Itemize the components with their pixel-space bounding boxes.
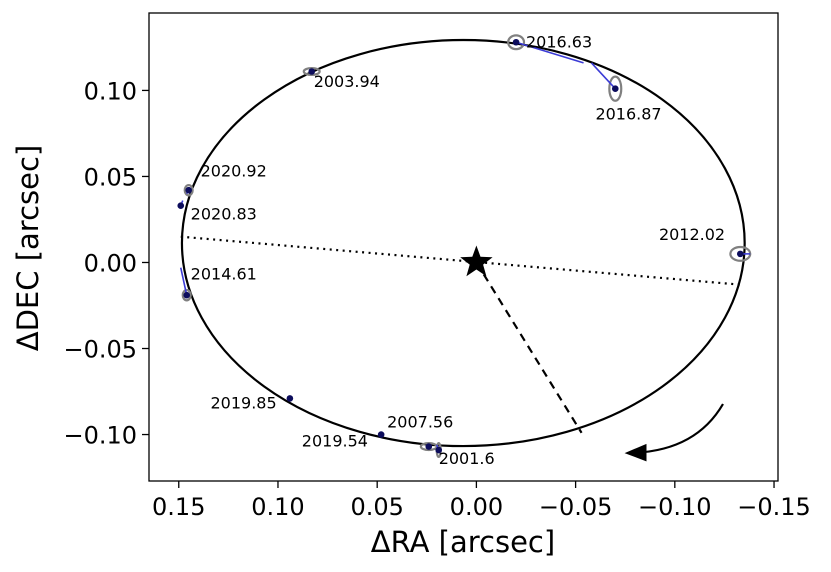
motion-direction-arrow bbox=[624, 403, 724, 462]
data-point bbox=[177, 202, 185, 210]
y-tick-label: 0.10 bbox=[84, 77, 137, 105]
error-ellipse bbox=[183, 183, 194, 197]
data-point bbox=[183, 291, 191, 299]
residual-line bbox=[515, 41, 584, 64]
x-tick-label: 0.00 bbox=[450, 493, 503, 521]
epoch-label: 2016.63 bbox=[526, 32, 592, 51]
x-tick-label: −0.05 bbox=[539, 493, 613, 521]
data-point bbox=[611, 85, 619, 93]
y-axis-label: ΔDEC [arcsec] bbox=[11, 145, 45, 351]
epoch-label: 2019.54 bbox=[302, 432, 368, 451]
epoch-label: 2007.56 bbox=[387, 413, 453, 432]
epoch-label: 2012.02 bbox=[659, 225, 725, 244]
x-tick-label: 0.05 bbox=[350, 493, 403, 521]
periastron-line bbox=[475, 261, 583, 434]
data-point bbox=[185, 186, 192, 194]
residual-line bbox=[179, 267, 188, 296]
orbit-ellipse bbox=[180, 38, 746, 448]
x-tick-label: 0.15 bbox=[152, 493, 205, 521]
plot-content: 2016.63 2003.94 2016.87 2020.92 2020.83 2012.… bbox=[177, 32, 752, 468]
primary-star-icon bbox=[460, 245, 493, 277]
y-tick-label: 0.05 bbox=[84, 163, 137, 191]
axes: 0.15 0.10 0.05 0.00 −0.05 −0.10 −0.15 0.10 0.05 0… bbox=[63, 77, 810, 521]
line-of-nodes bbox=[180, 235, 743, 286]
residual-line bbox=[590, 62, 616, 90]
epoch-label: 2014.61 bbox=[191, 265, 257, 284]
epoch-label: 2003.94 bbox=[314, 72, 380, 91]
epoch-label: 2001.6 bbox=[439, 449, 495, 468]
x-tick-label: −0.15 bbox=[737, 493, 811, 521]
error-ellipse bbox=[181, 288, 192, 302]
x-axis-label: ΔRA [arcsec] bbox=[371, 525, 555, 559]
plot-area bbox=[149, 13, 778, 481]
data-point bbox=[435, 446, 442, 454]
error-ellipse bbox=[302, 66, 321, 77]
data-point bbox=[425, 443, 433, 450]
epoch-label: 2020.83 bbox=[191, 204, 257, 223]
y-tick-label: −0.10 bbox=[63, 422, 137, 450]
data-point bbox=[286, 395, 294, 402]
y-tick-label: 0.00 bbox=[84, 249, 137, 277]
epoch-label: 2020.92 bbox=[201, 161, 267, 180]
epoch-label: 2016.87 bbox=[595, 105, 661, 124]
epoch-label: 2019.85 bbox=[211, 394, 277, 413]
x-tick-label: 0.10 bbox=[251, 493, 304, 521]
y-tick-label: −0.05 bbox=[63, 336, 137, 364]
plot-frame bbox=[148, 12, 779, 482]
data-point bbox=[308, 68, 316, 75]
data-point bbox=[736, 250, 744, 258]
x-tick-label: −0.10 bbox=[638, 493, 712, 521]
data-point bbox=[512, 38, 520, 46]
data-point bbox=[377, 431, 385, 438]
error-ellipse bbox=[507, 34, 526, 51]
error-ellipse bbox=[608, 75, 623, 102]
